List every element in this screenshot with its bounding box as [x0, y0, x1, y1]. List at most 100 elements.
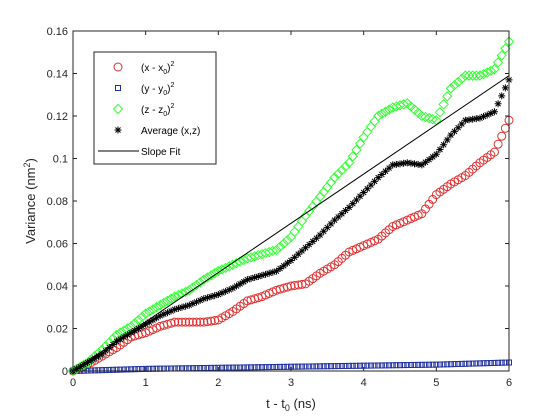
- series-3-point: [474, 70, 486, 81]
- series-1-point: [170, 317, 180, 327]
- series-2-point: [375, 362, 382, 369]
- series-2-point: [106, 366, 113, 373]
- series-2-point: [317, 363, 324, 370]
- series-3-point: [224, 261, 235, 272]
- series-2-point: [113, 366, 120, 373]
- series-3-point: [267, 245, 279, 257]
- series-1-point: [489, 147, 499, 157]
- series-3-point: [220, 262, 231, 274]
- series-4-point: [160, 310, 168, 318]
- series-1-point: [199, 317, 209, 327]
- series-3-point: [278, 238, 289, 249]
- series-4-point: [440, 141, 448, 149]
- series-2-point: [233, 364, 240, 371]
- series-1-point: [184, 317, 194, 327]
- series-4-point: [131, 327, 139, 335]
- series-3-point: [227, 259, 239, 270]
- series-2-point: [222, 364, 229, 371]
- series-2-point: [120, 366, 127, 373]
- y-tick-label: 0: [62, 366, 68, 378]
- series-1-point: [493, 139, 503, 149]
- series-4-point: [385, 164, 393, 172]
- series-2-point: [95, 367, 102, 374]
- series-4-point: [327, 220, 335, 228]
- series-4-point: [276, 264, 284, 272]
- series-2-point: [309, 363, 316, 370]
- series-1-point: [202, 317, 212, 327]
- series-3-point: [151, 302, 162, 313]
- series-3-point: [467, 70, 478, 81]
- series-2-point: [273, 363, 280, 370]
- series-3-point: [438, 99, 449, 110]
- series-4-point: [196, 296, 204, 304]
- series-2-point: [135, 366, 142, 373]
- series-4-point: [105, 344, 113, 352]
- series-4-point: [480, 113, 488, 121]
- series-2-point: [400, 362, 407, 369]
- series-3-point: [176, 288, 188, 299]
- series-3-point: [336, 164, 348, 176]
- legend-item: (z - z0)2: [112, 103, 174, 118]
- series-2-point: [109, 366, 116, 373]
- series-3-point: [463, 70, 475, 81]
- series-4-point: [352, 196, 360, 204]
- series-2-point: [237, 364, 244, 371]
- series-4-point: [291, 253, 299, 261]
- legend-item: (x - x0)2: [113, 61, 174, 76]
- series-4-point: [309, 237, 317, 245]
- series-4-point: [367, 181, 375, 189]
- series-4-point: [272, 267, 280, 275]
- series-2-point: [367, 362, 374, 369]
- y-tick-label: 0.02: [47, 324, 68, 336]
- series-2-point: [480, 360, 487, 367]
- series-3-point: [456, 73, 467, 85]
- series-5: [72, 75, 510, 372]
- series-4-point: [91, 354, 99, 362]
- series-4-point: [222, 287, 230, 295]
- series-3-point: [496, 50, 507, 61]
- series-2-point: [298, 363, 305, 370]
- series-4-point: [298, 247, 306, 255]
- series-4-point: [214, 291, 222, 298]
- series-2-point: [491, 359, 498, 366]
- series-2-point: [466, 360, 473, 367]
- series-2-point: [422, 361, 429, 368]
- series-3-point: [144, 306, 155, 317]
- series-3-point: [184, 285, 195, 296]
- series-3-point: [383, 104, 395, 115]
- series-3-point: [380, 106, 391, 117]
- series-4-point: [265, 269, 273, 277]
- series-2-point: [371, 362, 378, 369]
- series-2-point: [393, 362, 400, 369]
- series-1-point: [293, 280, 303, 290]
- series-3-point: [202, 272, 213, 283]
- series-3-point: [154, 299, 166, 311]
- y-tick-label: 0.12: [47, 111, 68, 123]
- series-4-point: [182, 302, 190, 310]
- legend-label: Slope Fit: [141, 147, 181, 158]
- series-2-point: [131, 366, 138, 373]
- series-2-point: [218, 364, 225, 371]
- series-3-point: [492, 57, 504, 68]
- series-4-point: [334, 213, 342, 221]
- series-2-point: [389, 362, 396, 369]
- series-4-point: [153, 314, 161, 322]
- series-4-point: [200, 295, 208, 303]
- series-2-point: [426, 361, 433, 368]
- series-4-point: [418, 161, 426, 169]
- series-3-point: [329, 172, 340, 183]
- series-2-point: [117, 366, 124, 373]
- legend: (x - x0)2 (y - y0)2 (z - z0)2 Average (x,z)…: [93, 51, 217, 165]
- series-4-point: [483, 111, 491, 119]
- series-2-point: [349, 362, 356, 369]
- series-2-point: [291, 363, 298, 370]
- series-1-point: [297, 279, 307, 289]
- series-4-point: [411, 160, 419, 168]
- series-2: [70, 359, 512, 374]
- series-3-point: [333, 168, 344, 180]
- series-4-point: [171, 305, 179, 313]
- series-2-point: [476, 360, 483, 367]
- series-3-point: [140, 308, 151, 319]
- series-3-point: [500, 43, 511, 54]
- series-4-point: [469, 115, 477, 123]
